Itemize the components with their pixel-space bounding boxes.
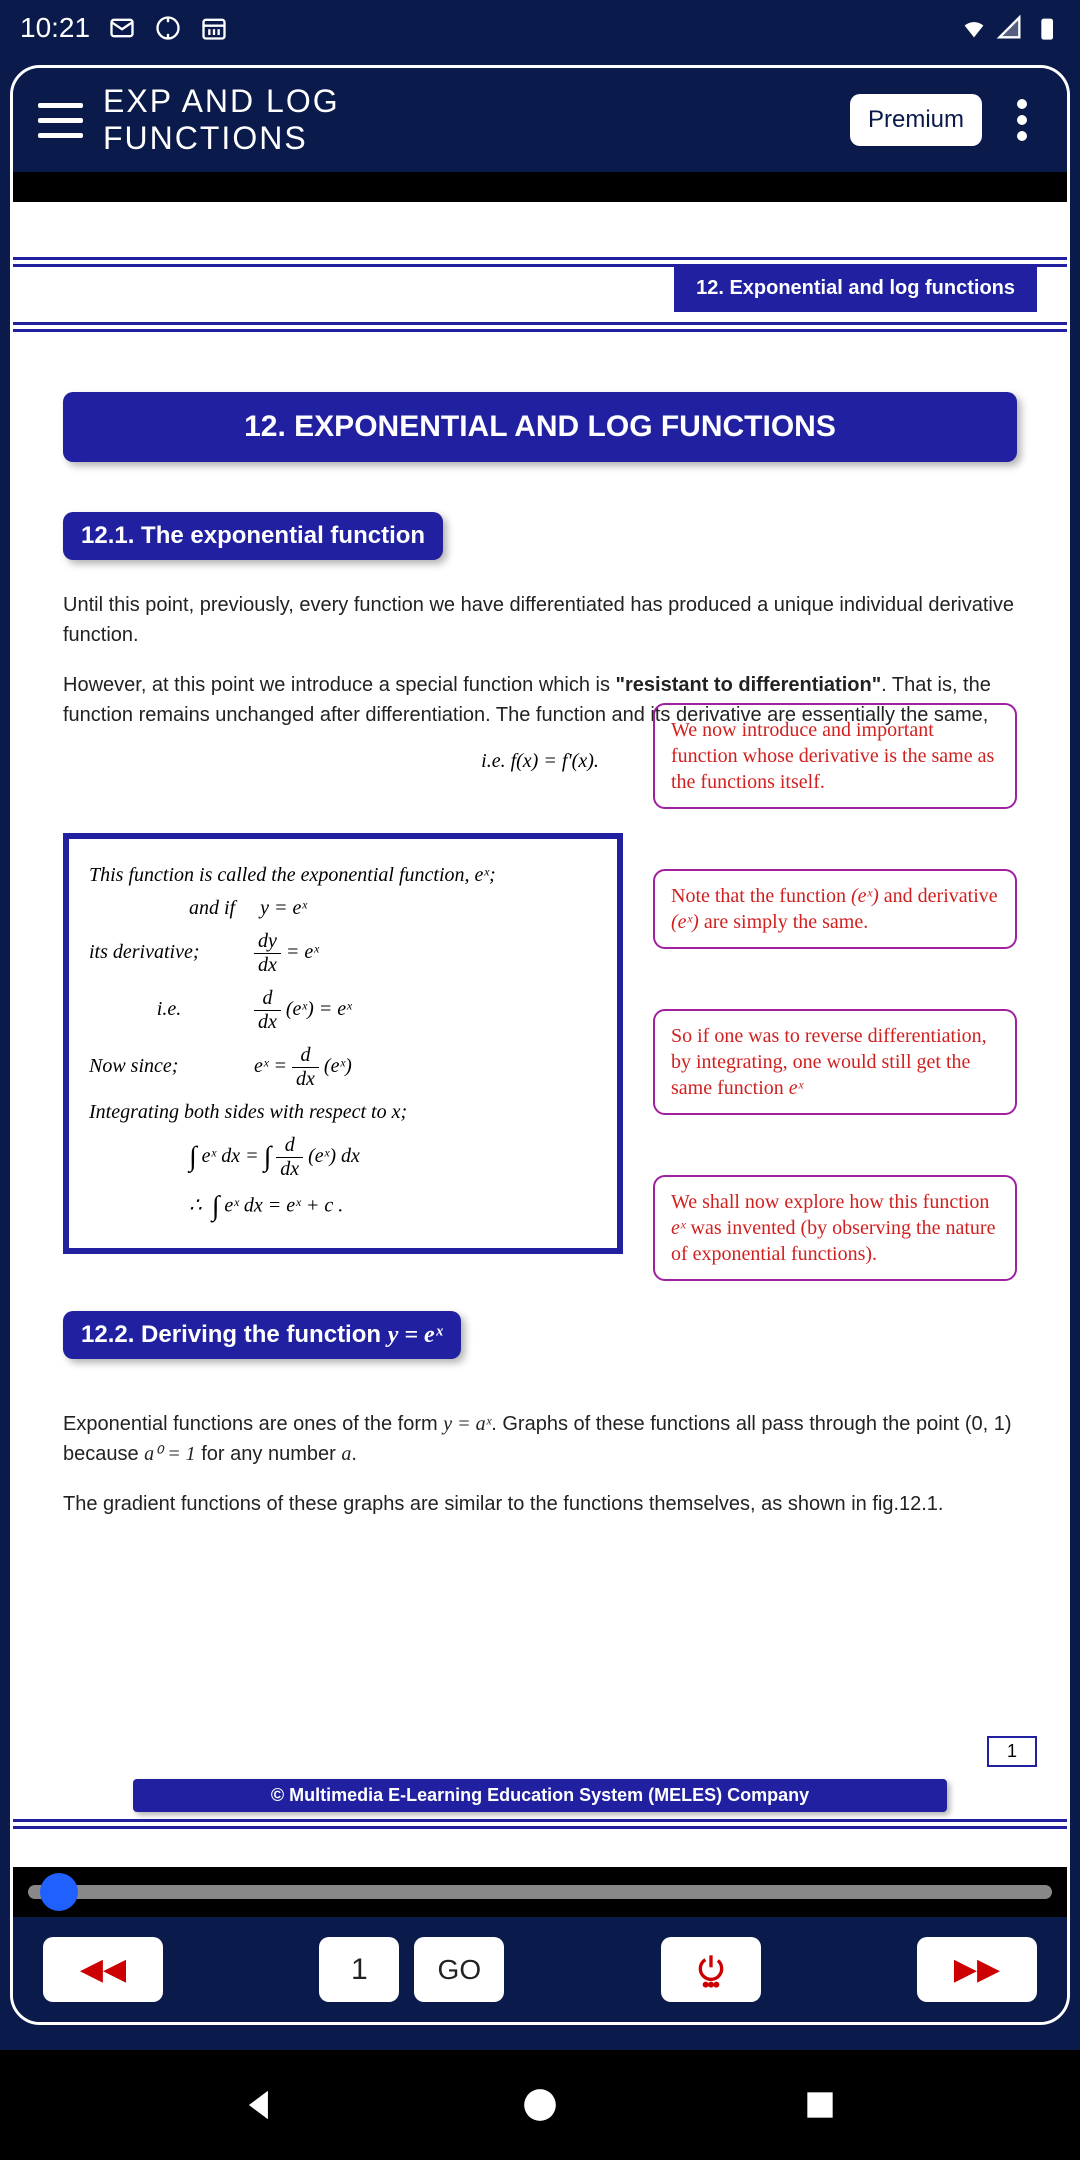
progress-slider[interactable] — [28, 1885, 1052, 1899]
app-frame: EXP AND LOGFUNCTIONS Premium 12. Exponen… — [10, 65, 1070, 2025]
top-rule-2 — [13, 322, 1067, 332]
note-4: We shall now explore how this function e… — [653, 1175, 1017, 1281]
note-1: We now introduce and important function … — [653, 703, 1017, 809]
progress-slider-area — [13, 1867, 1067, 1917]
back-nav-icon[interactable] — [241, 2086, 279, 2124]
chapter-tab: 12. Exponential and log functions — [674, 265, 1037, 312]
app-title: EXP AND LOGFUNCTIONS — [103, 83, 830, 157]
calendar-icon — [200, 14, 228, 42]
overflow-menu[interactable] — [1002, 99, 1042, 141]
slider-thumb[interactable] — [40, 1873, 78, 1911]
power-button[interactable] — [661, 1937, 761, 2002]
battery-icon — [1032, 14, 1060, 42]
mail-icon — [108, 14, 136, 42]
app-header: EXP AND LOGFUNCTIONS Premium — [13, 68, 1067, 172]
bottom-toolbar: ◀◀ 1 GO ▶▶ — [13, 1917, 1067, 2022]
paragraph-1: Until this point, previously, every func… — [63, 590, 1017, 650]
next-button[interactable]: ▶▶ — [917, 1937, 1037, 2002]
go-button[interactable]: GO — [414, 1937, 504, 2002]
status-bar: 10:21 — [0, 0, 1080, 55]
paragraph-3: Exponential functions are ones of the fo… — [63, 1409, 1017, 1469]
section-12-1-title: 12.1. The exponential function — [63, 512, 443, 560]
notes-column: We now introduce and important function … — [653, 783, 1017, 1281]
signal-icon — [996, 14, 1024, 42]
chapter-title: 12. EXPONENTIAL AND LOG FUNCTIONS — [63, 392, 1017, 462]
wifi-icon — [960, 14, 988, 42]
prev-button[interactable]: ◀◀ — [43, 1937, 163, 2002]
copyright: © Multimedia E-Learning Education System… — [133, 1779, 947, 1812]
menu-button[interactable] — [38, 103, 83, 138]
bottom-rule — [13, 1819, 1067, 1829]
android-nav-bar — [0, 2050, 1080, 2160]
home-nav-icon[interactable] — [521, 2086, 559, 2124]
paragraph-4: The gradient functions of these graphs a… — [63, 1489, 1017, 1519]
premium-button[interactable]: Premium — [850, 94, 982, 146]
divider-bar — [13, 172, 1067, 202]
sync-icon — [154, 14, 182, 42]
page-number: 1 — [987, 1736, 1037, 1767]
page-input[interactable]: 1 — [319, 1937, 399, 2002]
status-time: 10:21 — [20, 12, 90, 44]
note-3: So if one was to reverse differentiation… — [653, 1009, 1017, 1115]
document-content[interactable]: 12. Exponential and log functions 12. EX… — [13, 202, 1067, 1867]
note-2: Note that the function (eˣ) and derivati… — [653, 869, 1017, 949]
recent-nav-icon[interactable] — [801, 2086, 839, 2124]
section-12-2-title: 12.2. Deriving the function y = eˣ — [63, 1311, 461, 1359]
formula-box: This function is called the exponential … — [63, 833, 623, 1254]
